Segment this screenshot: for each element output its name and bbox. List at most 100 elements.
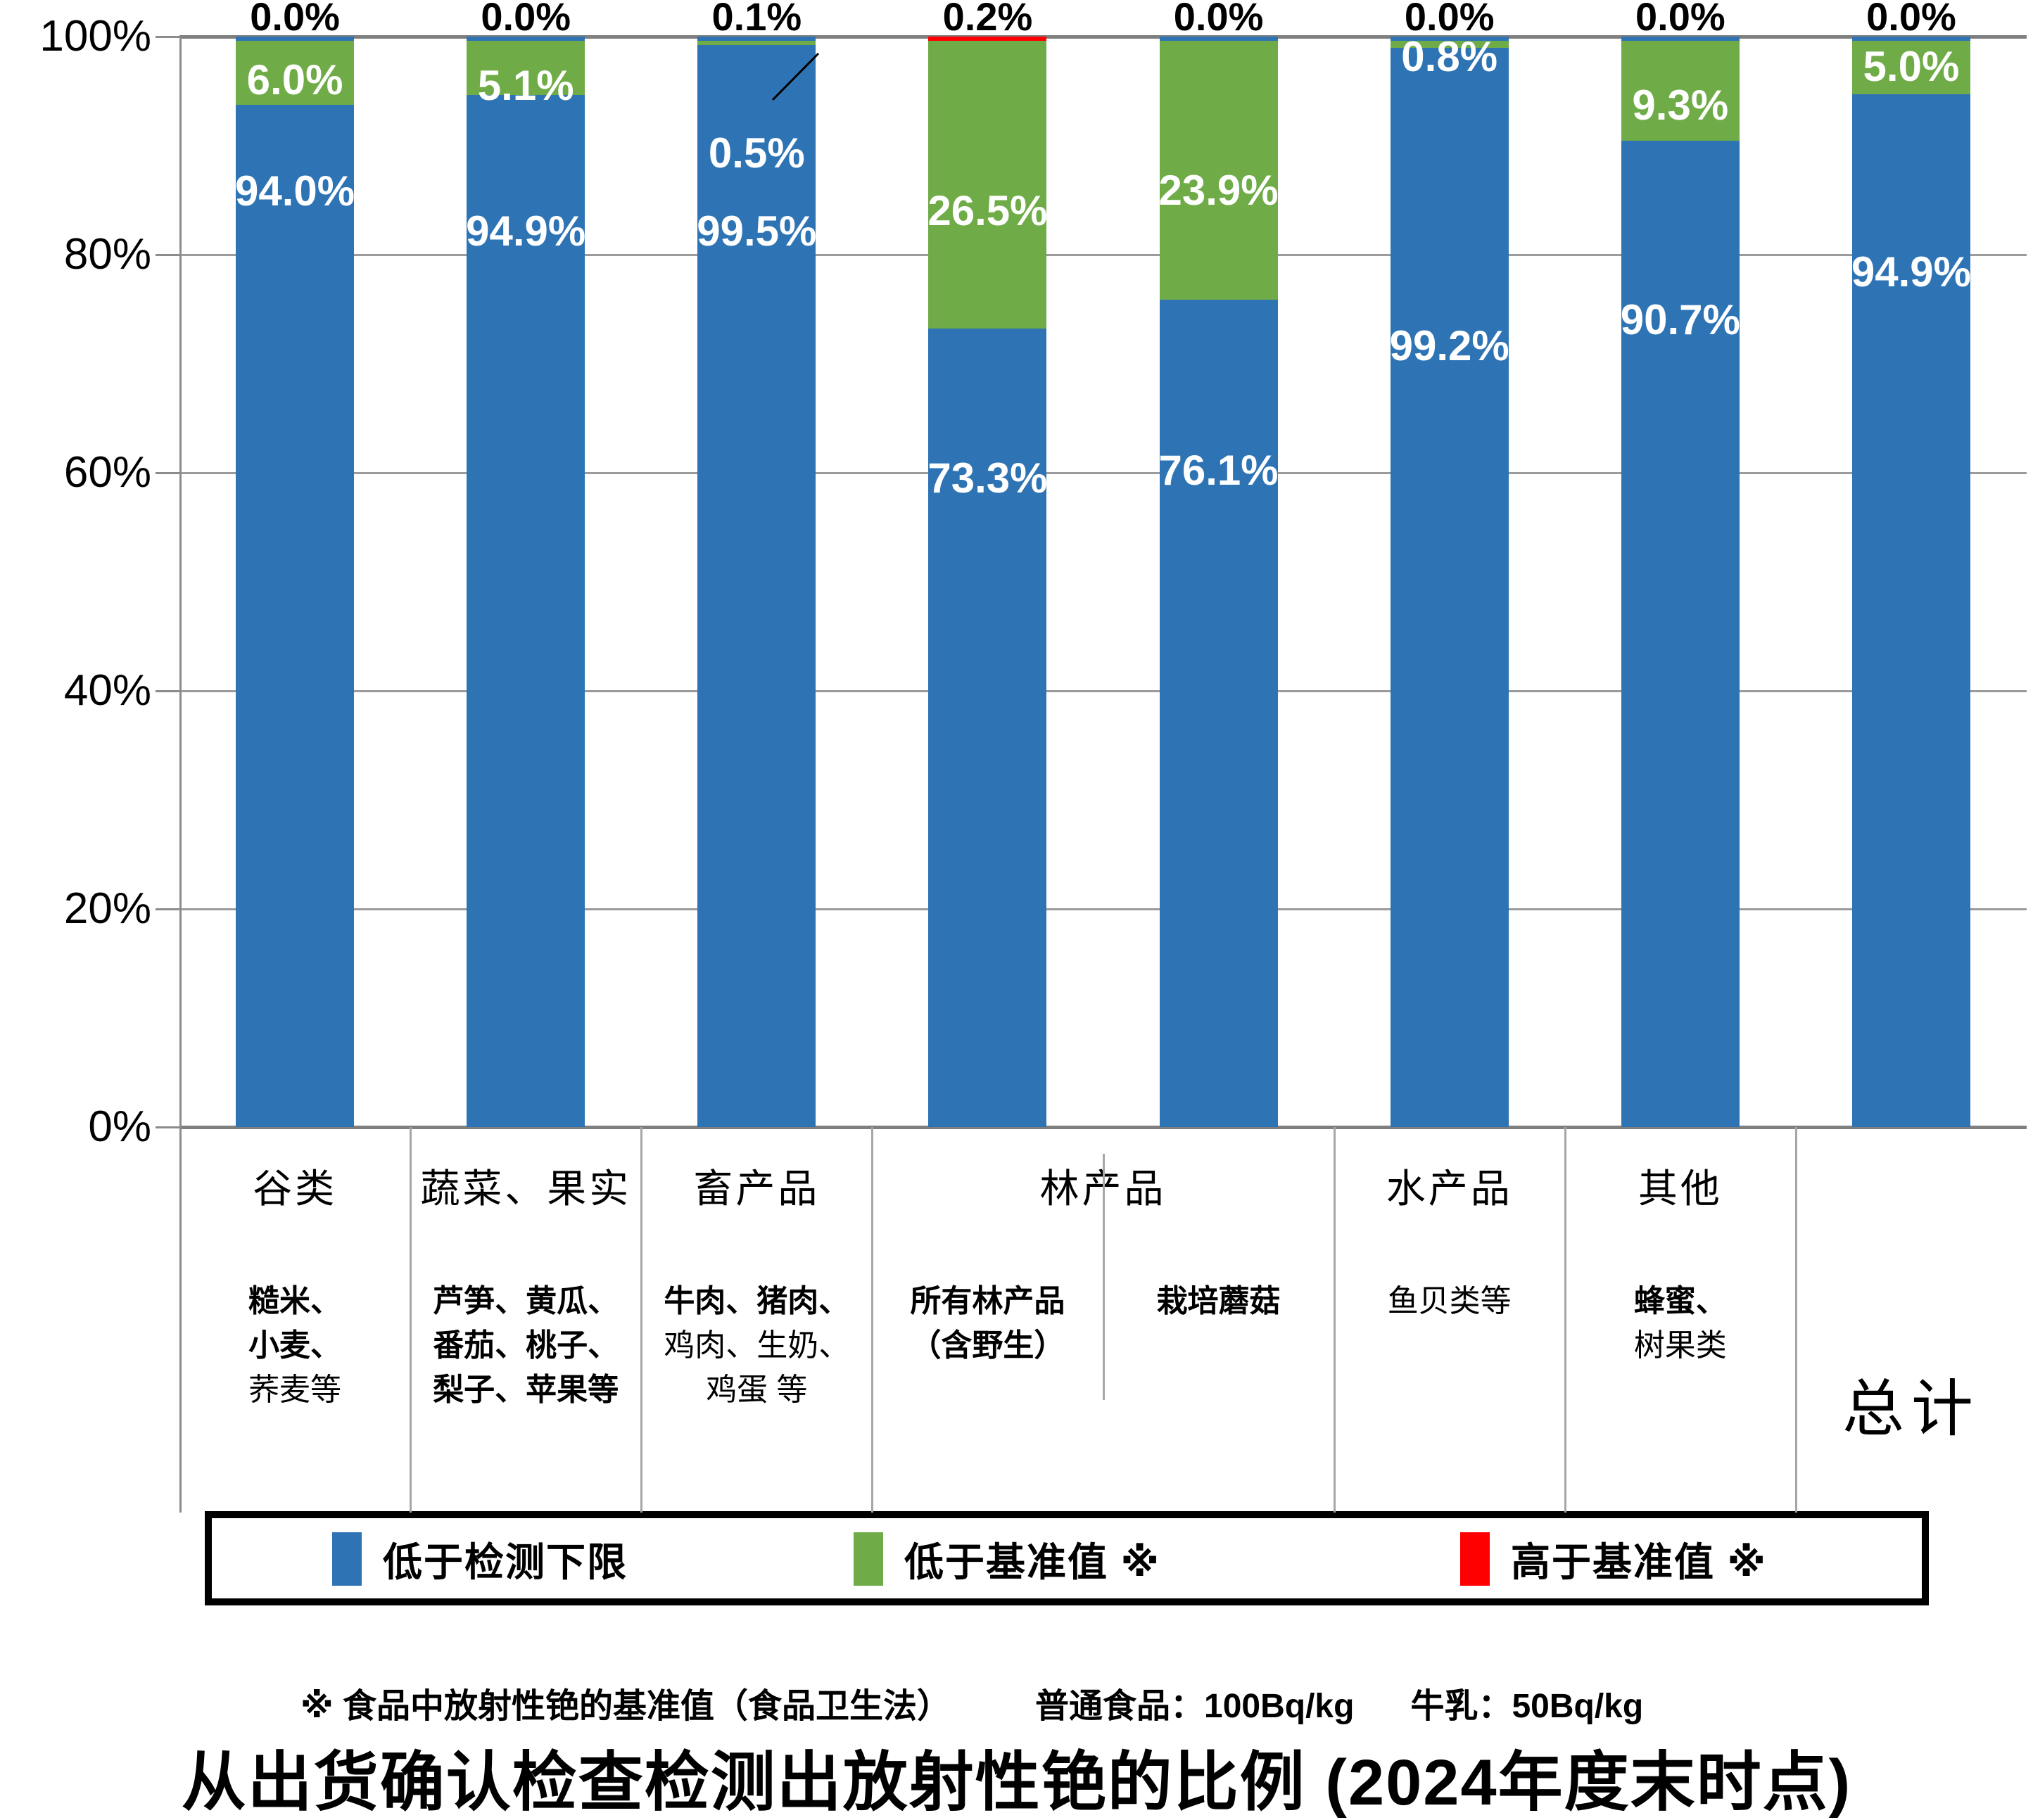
bar-segment-above-limit bbox=[1621, 37, 1740, 41]
category-sub-label: 梨子、苹果等 bbox=[433, 1373, 619, 1407]
bar-blue-label: 94.0% bbox=[234, 167, 355, 215]
footnote-milk: 牛乳：50Bq/kg bbox=[1410, 1688, 1644, 1725]
y-axis-label: 20% bbox=[63, 884, 151, 933]
bar-green-label: 23.9% bbox=[1158, 166, 1279, 214]
legend-item-below-detection: 低于检测下限 bbox=[332, 1525, 628, 1593]
bar-top-label: 0.0% bbox=[1173, 0, 1264, 39]
bar-blue-label: 99.5% bbox=[697, 208, 817, 255]
bar-green-label: 5.0% bbox=[1863, 43, 1960, 91]
category-sub-label: 鱼贝类等 bbox=[1387, 1284, 1512, 1318]
y-axis-label: 80% bbox=[63, 230, 151, 279]
legend-swatch-icon bbox=[854, 1532, 883, 1586]
y-axis-tick bbox=[156, 690, 179, 692]
category-sub-label: 栽培蘑菇 bbox=[1156, 1284, 1281, 1318]
bar-green-label: 0.8% bbox=[1401, 33, 1498, 81]
bar-segment-below-limit bbox=[467, 41, 585, 96]
legend-swatch-icon bbox=[332, 1532, 362, 1586]
category-title-水产品: 水产品 bbox=[1386, 1166, 1513, 1211]
bar-segment-above-limit bbox=[1390, 37, 1509, 41]
category-sub-label: 番茄、桃子、 bbox=[433, 1328, 619, 1363]
gridline-60% bbox=[179, 472, 2027, 474]
y-axis-line bbox=[179, 37, 182, 1513]
category-sub-label: 小麦、 bbox=[248, 1328, 342, 1363]
footnote: ※ 食品中放射性铯的基准值（食品卫生法） 普通食品：100Bq/kg 牛乳：50… bbox=[300, 1678, 1643, 1727]
chart-title: 从出货确认检查检测出放射性铯的比例 (2024年度末时点) bbox=[181, 1747, 1852, 1819]
y-axis-tick bbox=[156, 472, 179, 474]
category-title-林产品: 林产品 bbox=[1039, 1166, 1167, 1211]
footnote-general-food: 普通食品：100Bq/kg bbox=[1035, 1688, 1355, 1725]
bar-畜产品 bbox=[697, 37, 816, 1127]
bar-segment-below-limit bbox=[1851, 41, 1970, 94]
y-axis-tick bbox=[156, 908, 179, 910]
legend bbox=[205, 1511, 1929, 1605]
bar-green-label: 6.0% bbox=[246, 56, 343, 103]
bar-segment-above-limit bbox=[467, 37, 585, 41]
category-sub-label: 荞麦等 bbox=[248, 1373, 342, 1407]
bar-segment-above-limit bbox=[1851, 37, 1970, 41]
bar-segment-below-limit bbox=[1159, 41, 1278, 300]
category-title-其他: 其他 bbox=[1638, 1166, 1723, 1211]
bar-segment-below-detection bbox=[236, 105, 355, 1127]
bar-top-label: 0.0% bbox=[1635, 0, 1725, 39]
y-axis-tick bbox=[156, 254, 179, 256]
category-sub-label: 牛肉、猪肉、 bbox=[664, 1284, 850, 1318]
category-sub-label: 所有林产品 bbox=[910, 1284, 1065, 1318]
category-divider bbox=[640, 1127, 643, 1513]
legend-label: 低于检测下限 bbox=[383, 1539, 628, 1584]
bar-blue-label: 90.7% bbox=[1620, 296, 1740, 343]
bar-segment-below-detection bbox=[1621, 141, 1740, 1127]
category-sub-label: 糙米、 bbox=[248, 1284, 342, 1318]
bar-segment-below-detection bbox=[1390, 48, 1509, 1127]
bar-所有林产品（含野生） bbox=[928, 37, 1047, 1127]
bar-top-label: 0.0% bbox=[481, 0, 571, 39]
bar-segment-above-limit bbox=[697, 37, 816, 41]
bar-top-label: 0.0% bbox=[1404, 0, 1495, 39]
bar-其他 bbox=[1621, 37, 1740, 1127]
bar-水产品 bbox=[1390, 37, 1509, 1127]
y-axis-label: 60% bbox=[63, 448, 151, 497]
category-divider bbox=[1333, 1127, 1336, 1513]
legend-swatch-icon bbox=[1460, 1532, 1490, 1586]
gridline-100% bbox=[179, 35, 2027, 39]
category-sub-divider bbox=[1102, 1154, 1105, 1400]
gridline-80% bbox=[179, 254, 2027, 256]
bar-segment-below-detection bbox=[697, 44, 816, 1127]
bar-green-label: 5.1% bbox=[477, 61, 574, 109]
bar-top-label: 0.0% bbox=[250, 0, 340, 39]
bar-segment-below-detection bbox=[928, 328, 1047, 1127]
legend-label: 高于基准值 ※ bbox=[1511, 1539, 1767, 1584]
bar-blue-label: 94.9% bbox=[1851, 248, 1971, 295]
legend-label: 低于基准值 ※ bbox=[904, 1539, 1160, 1584]
gridline-0% bbox=[179, 1126, 2027, 1129]
y-axis-tick bbox=[156, 1126, 179, 1128]
category-total: 总计 bbox=[1842, 1374, 1980, 1444]
bar-segment-below-limit bbox=[928, 41, 1047, 329]
bar-segment-above-limit bbox=[1159, 37, 1278, 41]
bar-栽培蘑菇 bbox=[1159, 37, 1278, 1127]
category-divider bbox=[1564, 1127, 1566, 1513]
y-axis-tick bbox=[156, 36, 179, 38]
category-title-畜产品: 畜产品 bbox=[693, 1166, 821, 1211]
category-divider bbox=[871, 1127, 874, 1513]
bar-blue-label: 94.9% bbox=[466, 208, 586, 255]
bar-green-label: 26.5% bbox=[927, 187, 1048, 234]
category-sub-label: 蜂蜜、 bbox=[1633, 1284, 1727, 1318]
footnote-note: ※ 食品中放射性铯的基准值（食品卫生法） bbox=[300, 1688, 951, 1725]
category-sub-label: 鸡蛋 等 bbox=[706, 1373, 808, 1407]
bar-top-label: 0.1% bbox=[711, 0, 802, 39]
bar-blue-label: 76.1% bbox=[1158, 446, 1279, 494]
bar-green-label: 0.5% bbox=[708, 129, 805, 177]
category-divider bbox=[410, 1127, 412, 1513]
category-divider bbox=[1794, 1127, 1797, 1513]
bar-blue-label: 73.3% bbox=[927, 454, 1048, 502]
category-sub-label: 芦笋、黄瓜、 bbox=[433, 1284, 619, 1318]
bar-segment-below-detection bbox=[1159, 300, 1278, 1127]
bar-segment-above-limit bbox=[236, 37, 355, 41]
bar-top-label: 0.0% bbox=[1866, 0, 1956, 39]
bar-top-label: 0.2% bbox=[942, 0, 1033, 39]
bar-green-label: 9.3% bbox=[1632, 81, 1729, 129]
y-axis-label: 40% bbox=[63, 666, 151, 715]
gridline-40% bbox=[179, 690, 2027, 692]
bar-segment-below-limit bbox=[697, 41, 816, 45]
